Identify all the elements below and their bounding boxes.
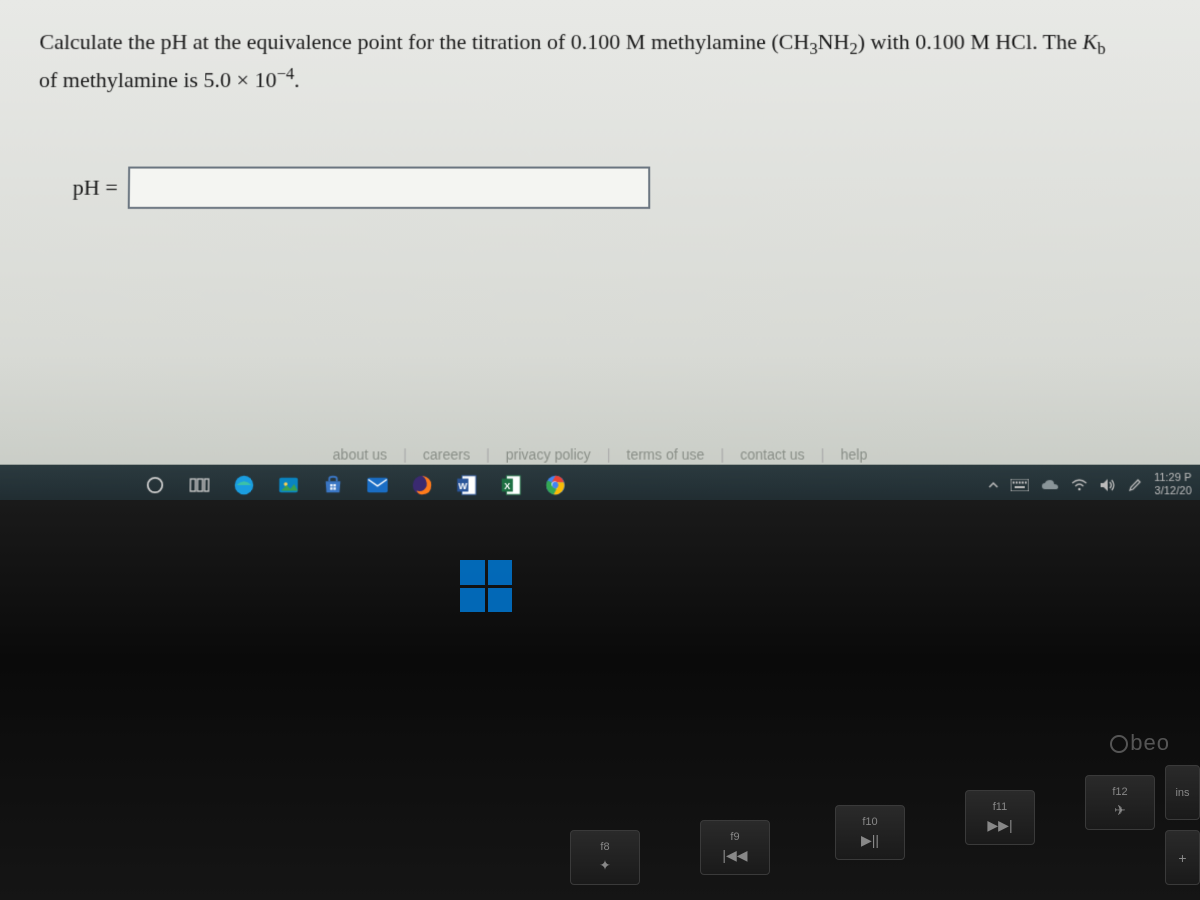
brand-logo: beo <box>1110 730 1170 756</box>
system-tray: 11:29 P 3/12/20 <box>988 472 1197 499</box>
homework-page: Calculate the pH at the equivalence poin… <box>0 0 1200 506</box>
tray-chevron-icon[interactable] <box>988 480 998 490</box>
footer-careers[interactable]: careers <box>419 446 474 462</box>
cortana-icon[interactable] <box>135 469 176 502</box>
photos-icon[interactable] <box>268 469 309 502</box>
svg-text:X: X <box>504 481 511 491</box>
keyboard-icon[interactable] <box>1010 479 1028 491</box>
pen-icon[interactable] <box>1128 478 1142 492</box>
mail-icon[interactable] <box>357 469 398 502</box>
footer-help[interactable]: help <box>836 446 871 462</box>
f10-key: f10 ▶|| <box>835 805 905 860</box>
footer-links: about us | careers | privacy policy | te… <box>0 446 1200 462</box>
answer-label: pH = <box>73 175 118 201</box>
clock[interactable]: 11:29 P 3/12/20 <box>1154 472 1192 499</box>
f8-key: f8 ✦ <box>570 830 640 885</box>
question-text: Calculate the pH at the equivalence poin… <box>39 25 1162 97</box>
ph-input[interactable] <box>128 167 651 209</box>
footer-terms[interactable]: terms of use <box>622 446 708 462</box>
firefox-icon[interactable] <box>402 469 443 502</box>
chrome-icon[interactable] <box>535 469 575 502</box>
task-view-icon[interactable] <box>179 469 220 502</box>
word-icon[interactable]: W <box>446 469 487 502</box>
question-area: Calculate the pH at the equivalence poin… <box>0 0 1200 240</box>
plus-key: + <box>1165 830 1200 885</box>
f12-key: f12 ✈ <box>1085 775 1155 830</box>
excel-icon[interactable]: X <box>491 469 532 502</box>
onedrive-icon[interactable] <box>1041 479 1059 491</box>
f11-key: f11 ▶▶| <box>965 790 1035 845</box>
footer-privacy[interactable]: privacy policy <box>502 446 595 462</box>
wifi-icon[interactable] <box>1071 479 1087 491</box>
store-icon[interactable] <box>313 469 354 502</box>
svg-text:W: W <box>458 481 467 491</box>
answer-row: pH = <box>72 167 1162 209</box>
volume-icon[interactable] <box>1099 478 1115 492</box>
ins-key: ins <box>1165 765 1200 820</box>
keyboard-row: f8 ✦ f9 |◀◀ f10 ▶|| f11 ▶▶| f12 ✈ ins + <box>0 760 1200 890</box>
windows-logo <box>460 560 512 612</box>
footer-about[interactable]: about us <box>329 446 391 462</box>
edge-icon[interactable] <box>224 469 265 502</box>
footer-contact[interactable]: contact us <box>736 446 809 462</box>
f9-key: f9 |◀◀ <box>700 820 770 875</box>
